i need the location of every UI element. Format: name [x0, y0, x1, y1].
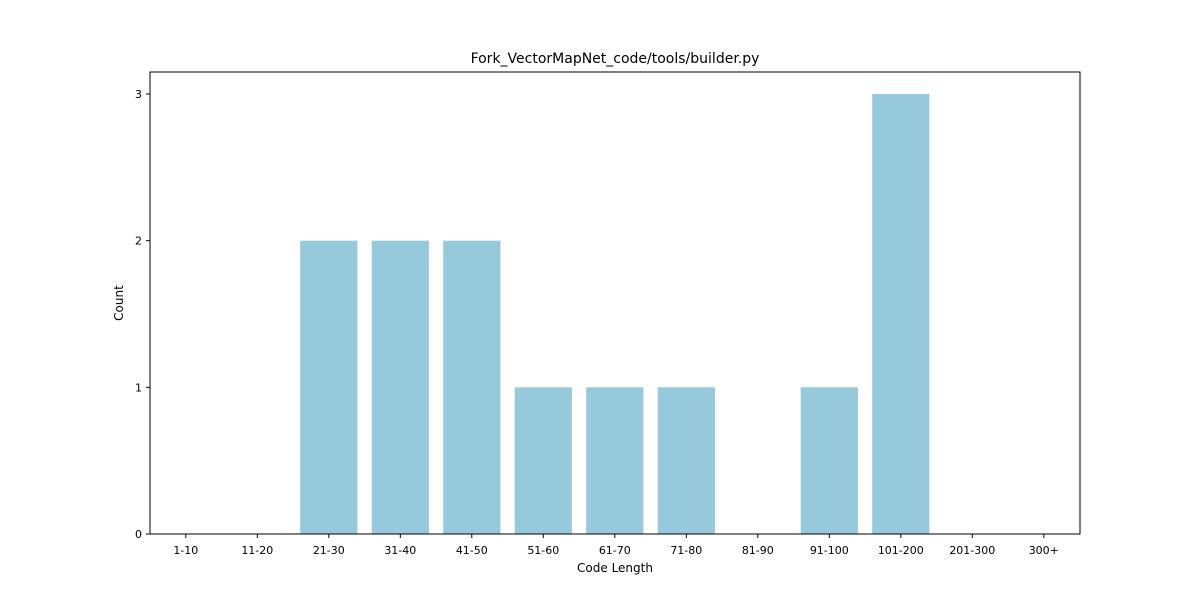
x-tick-label: 51-60 — [527, 544, 559, 557]
x-tick-label: 81-90 — [742, 544, 774, 557]
y-axis-ticks: 0 1 2 3 — [135, 88, 150, 541]
bars-group — [300, 94, 930, 534]
x-tick-label: 31-40 — [384, 544, 416, 557]
bar-21-30 — [300, 240, 358, 534]
x-tick-label: 1-10 — [173, 544, 198, 557]
x-tick-label: 11-20 — [241, 544, 273, 557]
x-tick-label: 300+ — [1029, 544, 1059, 557]
x-axis-ticks: 1-10 11-20 21-30 31-40 41-50 51-60 61-70 71-80 8… — [173, 534, 1059, 557]
x-tick-label: 61-70 — [599, 544, 631, 557]
bar-41-50 — [443, 240, 501, 534]
y-tick-label: 1 — [135, 381, 142, 394]
y-axis-label: Count — [112, 285, 126, 321]
bar-31-40 — [371, 240, 429, 534]
bar-51-60 — [514, 387, 572, 534]
x-tick-label: 101-200 — [878, 544, 924, 557]
chart-title: Fork_VectorMapNet_code/tools/builder.py — [471, 51, 760, 67]
bar-61-70 — [586, 387, 644, 534]
x-tick-label: 91-100 — [810, 544, 849, 557]
y-tick-label: 3 — [135, 88, 142, 101]
y-tick-label: 2 — [135, 235, 142, 248]
x-tick-label: 71-80 — [670, 544, 702, 557]
x-tick-label: 201-300 — [949, 544, 995, 557]
x-axis-label: Code Length — [577, 561, 653, 575]
bar-91-100 — [800, 387, 858, 534]
y-tick-label: 0 — [135, 528, 142, 541]
x-tick-label: 41-50 — [456, 544, 488, 557]
bar-71-80 — [657, 387, 715, 534]
x-tick-label: 21-30 — [313, 544, 345, 557]
bar-101-200 — [872, 94, 930, 534]
